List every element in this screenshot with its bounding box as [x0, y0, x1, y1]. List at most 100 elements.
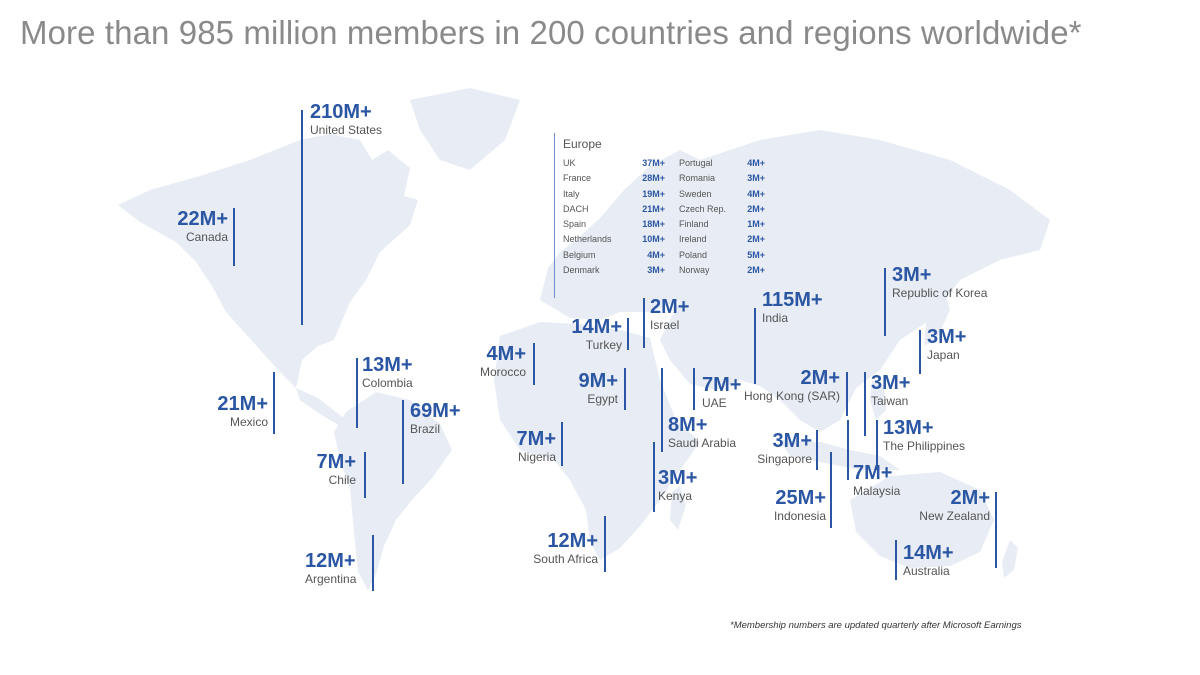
member-count: 14M+ [903, 542, 954, 564]
marker-mexico: 21M+ Mexico [190, 393, 268, 429]
connector-line [356, 358, 358, 428]
marker-india: 115M+ India [762, 289, 823, 325]
japan-landmass [924, 290, 950, 346]
country-name: Chile [328, 473, 356, 487]
member-count: 3M+ [747, 173, 765, 184]
marker-israel: 2M+ Israel [650, 296, 689, 332]
marker-colombia: 13M+ Colombia [362, 354, 413, 390]
country-name: India [762, 311, 789, 325]
marker-new-zealand: 2M+ New Zealand [906, 487, 990, 523]
marker-morocco: 4M+ Morocco [460, 343, 526, 379]
country-name: Taiwan [871, 394, 909, 408]
member-count: 2M+ [800, 367, 840, 389]
country-name: Hong Kong (SAR) [743, 389, 840, 403]
connector-line [301, 110, 303, 325]
country-name: France [563, 173, 592, 184]
connector-line [693, 368, 695, 410]
member-count: 115M+ [762, 289, 823, 311]
country-name: Egypt [587, 392, 618, 406]
member-count: 2M+ [650, 296, 690, 318]
country-name: Israel [650, 318, 680, 332]
country-name: Colombia [362, 376, 413, 390]
connector-line [876, 420, 878, 470]
country-name: Portugal [679, 158, 713, 168]
madagascar-landmass [670, 486, 686, 530]
connector-line [372, 535, 374, 591]
connector-line [402, 400, 404, 484]
connector-line [653, 442, 655, 512]
country-name: Japan [927, 348, 960, 362]
country-name: The Philippines [883, 439, 966, 453]
member-count: 3M+ [772, 430, 812, 452]
marker-hong-kong: 2M+ Hong Kong (SAR) [740, 367, 840, 403]
country-name: Australia [903, 564, 950, 578]
country-name: UAE [702, 396, 727, 410]
member-count: 8M+ [668, 414, 708, 436]
country-name: Republic of Korea [892, 286, 988, 300]
member-count: 3M+ [927, 326, 967, 348]
member-count: 3M+ [647, 265, 665, 276]
asia-landmass [660, 130, 1050, 432]
marker-indonesia: 25M+ Indonesia [756, 487, 826, 523]
africa-landmass [494, 322, 700, 560]
country-name: Sweden [679, 188, 712, 199]
marker-republic-of-korea: 3M+ Republic of Korea [892, 264, 987, 300]
marker-turkey: 14M+ Turkey [552, 316, 622, 352]
connector-line [643, 298, 645, 348]
indonesia-landmass [780, 440, 900, 470]
member-count: 4M+ [747, 158, 765, 168]
country-name: Singapore [757, 452, 812, 466]
member-count: 2M+ [747, 203, 765, 214]
marker-chile: 7M+ Chile [290, 451, 356, 487]
member-count: 7M+ [316, 451, 356, 473]
connector-line [624, 368, 626, 410]
member-count: 12M+ [305, 550, 356, 572]
marker-kenya: 3M+ Kenya [658, 467, 697, 503]
country-name: South Africa [533, 552, 598, 566]
connector-line [846, 372, 848, 416]
country-name: Spain [563, 219, 587, 230]
connector-line [754, 308, 756, 384]
member-count: 19M+ [642, 188, 665, 199]
member-count: 37M+ [642, 158, 665, 168]
footnote: *Membership numbers are updated quarterl… [730, 620, 1022, 631]
country-name: Nigeria [517, 450, 556, 464]
connector-line [847, 420, 849, 480]
connector-line [995, 492, 997, 568]
country-name: Kenya [658, 489, 693, 503]
member-count: 12M+ [547, 530, 598, 552]
europe-landmass [540, 150, 720, 320]
connector-line [533, 343, 535, 385]
central-america-landmass [296, 388, 346, 426]
member-count: 1M+ [747, 219, 765, 230]
marker-malaysia: 7M+ Malaysia [853, 462, 900, 498]
philippines-landmass [870, 380, 886, 420]
country-name: Ireland [679, 234, 707, 245]
country-name: Finland [679, 219, 709, 230]
member-count: 3M+ [892, 264, 932, 286]
north-america-landmass [118, 134, 418, 388]
marker-united-states: 210M+ United States [310, 101, 382, 137]
country-name: Indonesia [773, 509, 826, 523]
connector-line [895, 540, 897, 580]
member-count: 3M+ [658, 467, 698, 489]
connector-line [884, 268, 886, 336]
marker-saudi-arabia: 8M+ Saudi Arabia [668, 414, 736, 450]
connector-line [864, 372, 866, 436]
member-count: 14M+ [571, 316, 622, 338]
country-name: Malaysia [853, 484, 901, 498]
south-america-landmass [334, 392, 452, 590]
member-count: 7M+ [516, 428, 556, 450]
europe-breakdown: Europe UK 37M+ France 28M+ Italy 19M+ DACH 2… [563, 137, 765, 277]
member-count: 9M+ [578, 370, 618, 392]
country-name: Turkey [585, 338, 622, 352]
member-count: 28M+ [642, 173, 665, 184]
country-name: Romania [679, 173, 716, 184]
marker-argentina: 12M+ Argentina [305, 550, 356, 586]
member-count: 210M+ [310, 101, 372, 123]
member-count: 2M+ [747, 234, 765, 245]
member-count: 7M+ [853, 462, 893, 484]
country-name: Brazil [410, 422, 441, 436]
country-name: New Zealand [919, 509, 990, 523]
